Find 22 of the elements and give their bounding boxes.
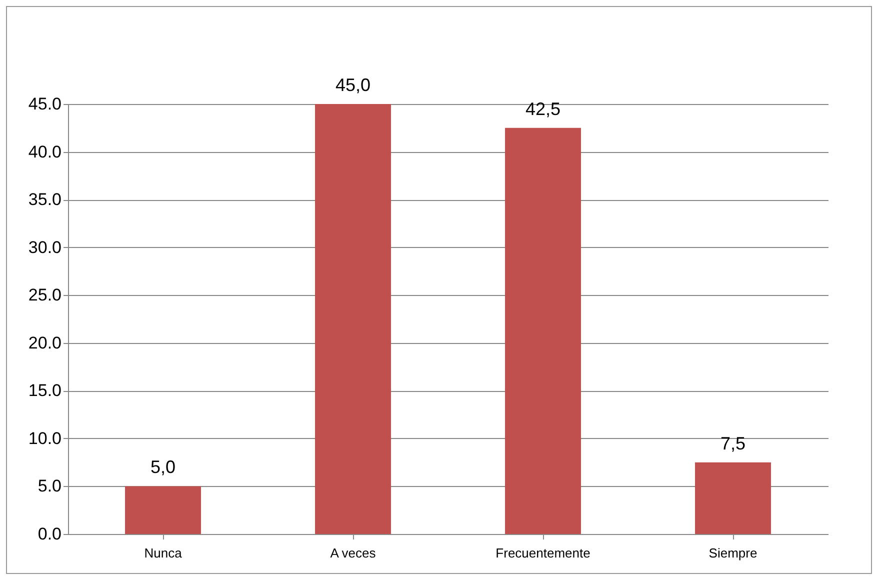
y-tick-label: 40.0 (28, 142, 62, 162)
bar (505, 128, 581, 534)
y-tick-label: 30.0 (28, 238, 62, 257)
data-label: 5,0 (150, 457, 176, 478)
x-tick-label: Siempre (708, 546, 758, 560)
bar (315, 104, 391, 534)
y-tick-label: 35.0 (28, 190, 62, 210)
y-tick-label: 10.0 (28, 428, 62, 448)
y-tick-label: 0.0 (38, 524, 62, 544)
y-tick-label: 5.0 (38, 476, 62, 496)
data-label: 7,5 (720, 433, 746, 454)
bar (695, 462, 771, 534)
y-tick-label: 45.0 (28, 94, 62, 114)
data-label: 42,5 (525, 98, 561, 119)
y-tick-label: 25.0 (28, 286, 62, 305)
y-tick-label: 20.0 (28, 333, 62, 352)
x-tick-label: Nunca (144, 546, 183, 560)
y-tick-label: 15.0 (28, 381, 62, 400)
x-tick-label: Frecuentemente (496, 546, 590, 560)
x-tick-label: A veces (330, 546, 376, 560)
data-label: 45,0 (335, 75, 371, 95)
bar (125, 486, 201, 534)
